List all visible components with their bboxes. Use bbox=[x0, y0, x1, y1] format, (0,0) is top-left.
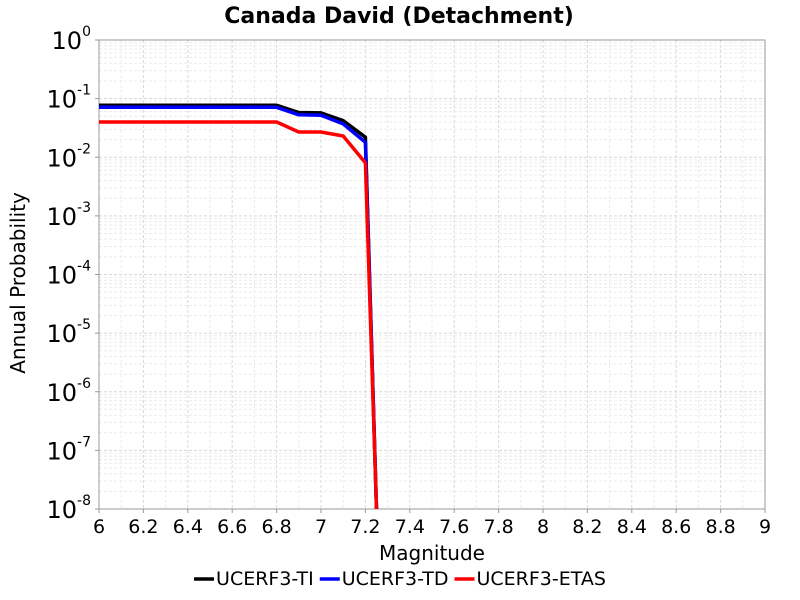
y-tick-label: 10-1 bbox=[46, 83, 91, 114]
y-tick-label: 10-7 bbox=[46, 434, 91, 465]
x-tick-label: 6.8 bbox=[261, 516, 291, 538]
y-tick-label: 10-2 bbox=[46, 141, 91, 172]
x-tick-label: 6.6 bbox=[217, 516, 247, 538]
x-tick-label: 7.6 bbox=[439, 516, 469, 538]
series-line-ucerf3-td bbox=[99, 105, 379, 509]
grid bbox=[98, 40, 766, 510]
series-line-ucerf3-ti bbox=[99, 103, 379, 509]
y-axis-label: Annual Probability bbox=[6, 192, 30, 374]
x-tick-label: 7.2 bbox=[350, 516, 380, 538]
y-tick-label: 10-6 bbox=[46, 376, 91, 407]
y-tick-label: 100 bbox=[52, 24, 91, 55]
x-axis-label: Magnitude bbox=[379, 541, 485, 565]
y-tick-label: 10-8 bbox=[46, 493, 91, 524]
y-axis-ticks: 100 10-1 10-2 10-3 10-4 10-5 10-6 10-7 10-8 bbox=[46, 24, 99, 524]
x-tick-label: 8.8 bbox=[705, 516, 735, 538]
y-tick-label: 10-3 bbox=[46, 200, 91, 231]
y-tick-label: 10-4 bbox=[46, 259, 91, 290]
x-tick-label: 7.4 bbox=[395, 516, 425, 538]
y-tick-label: 10-5 bbox=[46, 317, 91, 348]
series-line-ucerf3-etas bbox=[99, 120, 379, 509]
x-tick-label: 8.4 bbox=[617, 516, 647, 538]
x-tick-label: 7.8 bbox=[483, 516, 513, 538]
x-tick-label: 6 bbox=[93, 516, 105, 538]
legend-label-ucerf3-td: UCERF3-TD bbox=[342, 568, 449, 590]
legend-label-ucerf3-ti: UCERF3-TI bbox=[216, 568, 314, 590]
x-axis-ticks: 6 6.2 6.4 6.6 6.8 7 7.2 7.4 7.6 7.8 8 8.2 8.4 8.6 8.8 9 bbox=[93, 509, 771, 538]
legend-label-ucerf3-etas: UCERF3-ETAS bbox=[477, 568, 606, 590]
x-tick-label: 8 bbox=[537, 516, 549, 538]
x-tick-label: 6.4 bbox=[173, 516, 203, 538]
x-tick-label: 8.2 bbox=[572, 516, 602, 538]
x-tick-label: 9 bbox=[759, 516, 771, 538]
x-tick-label: 8.6 bbox=[661, 516, 691, 538]
legend: UCERF3-TI UCERF3-TD UCERF3-ETAS bbox=[194, 568, 606, 590]
x-tick-label: 7 bbox=[315, 516, 327, 538]
series-layer bbox=[99, 103, 379, 509]
x-tick-label: 6.2 bbox=[128, 516, 158, 538]
chart-title: Canada David (Detachment) bbox=[224, 4, 574, 29]
